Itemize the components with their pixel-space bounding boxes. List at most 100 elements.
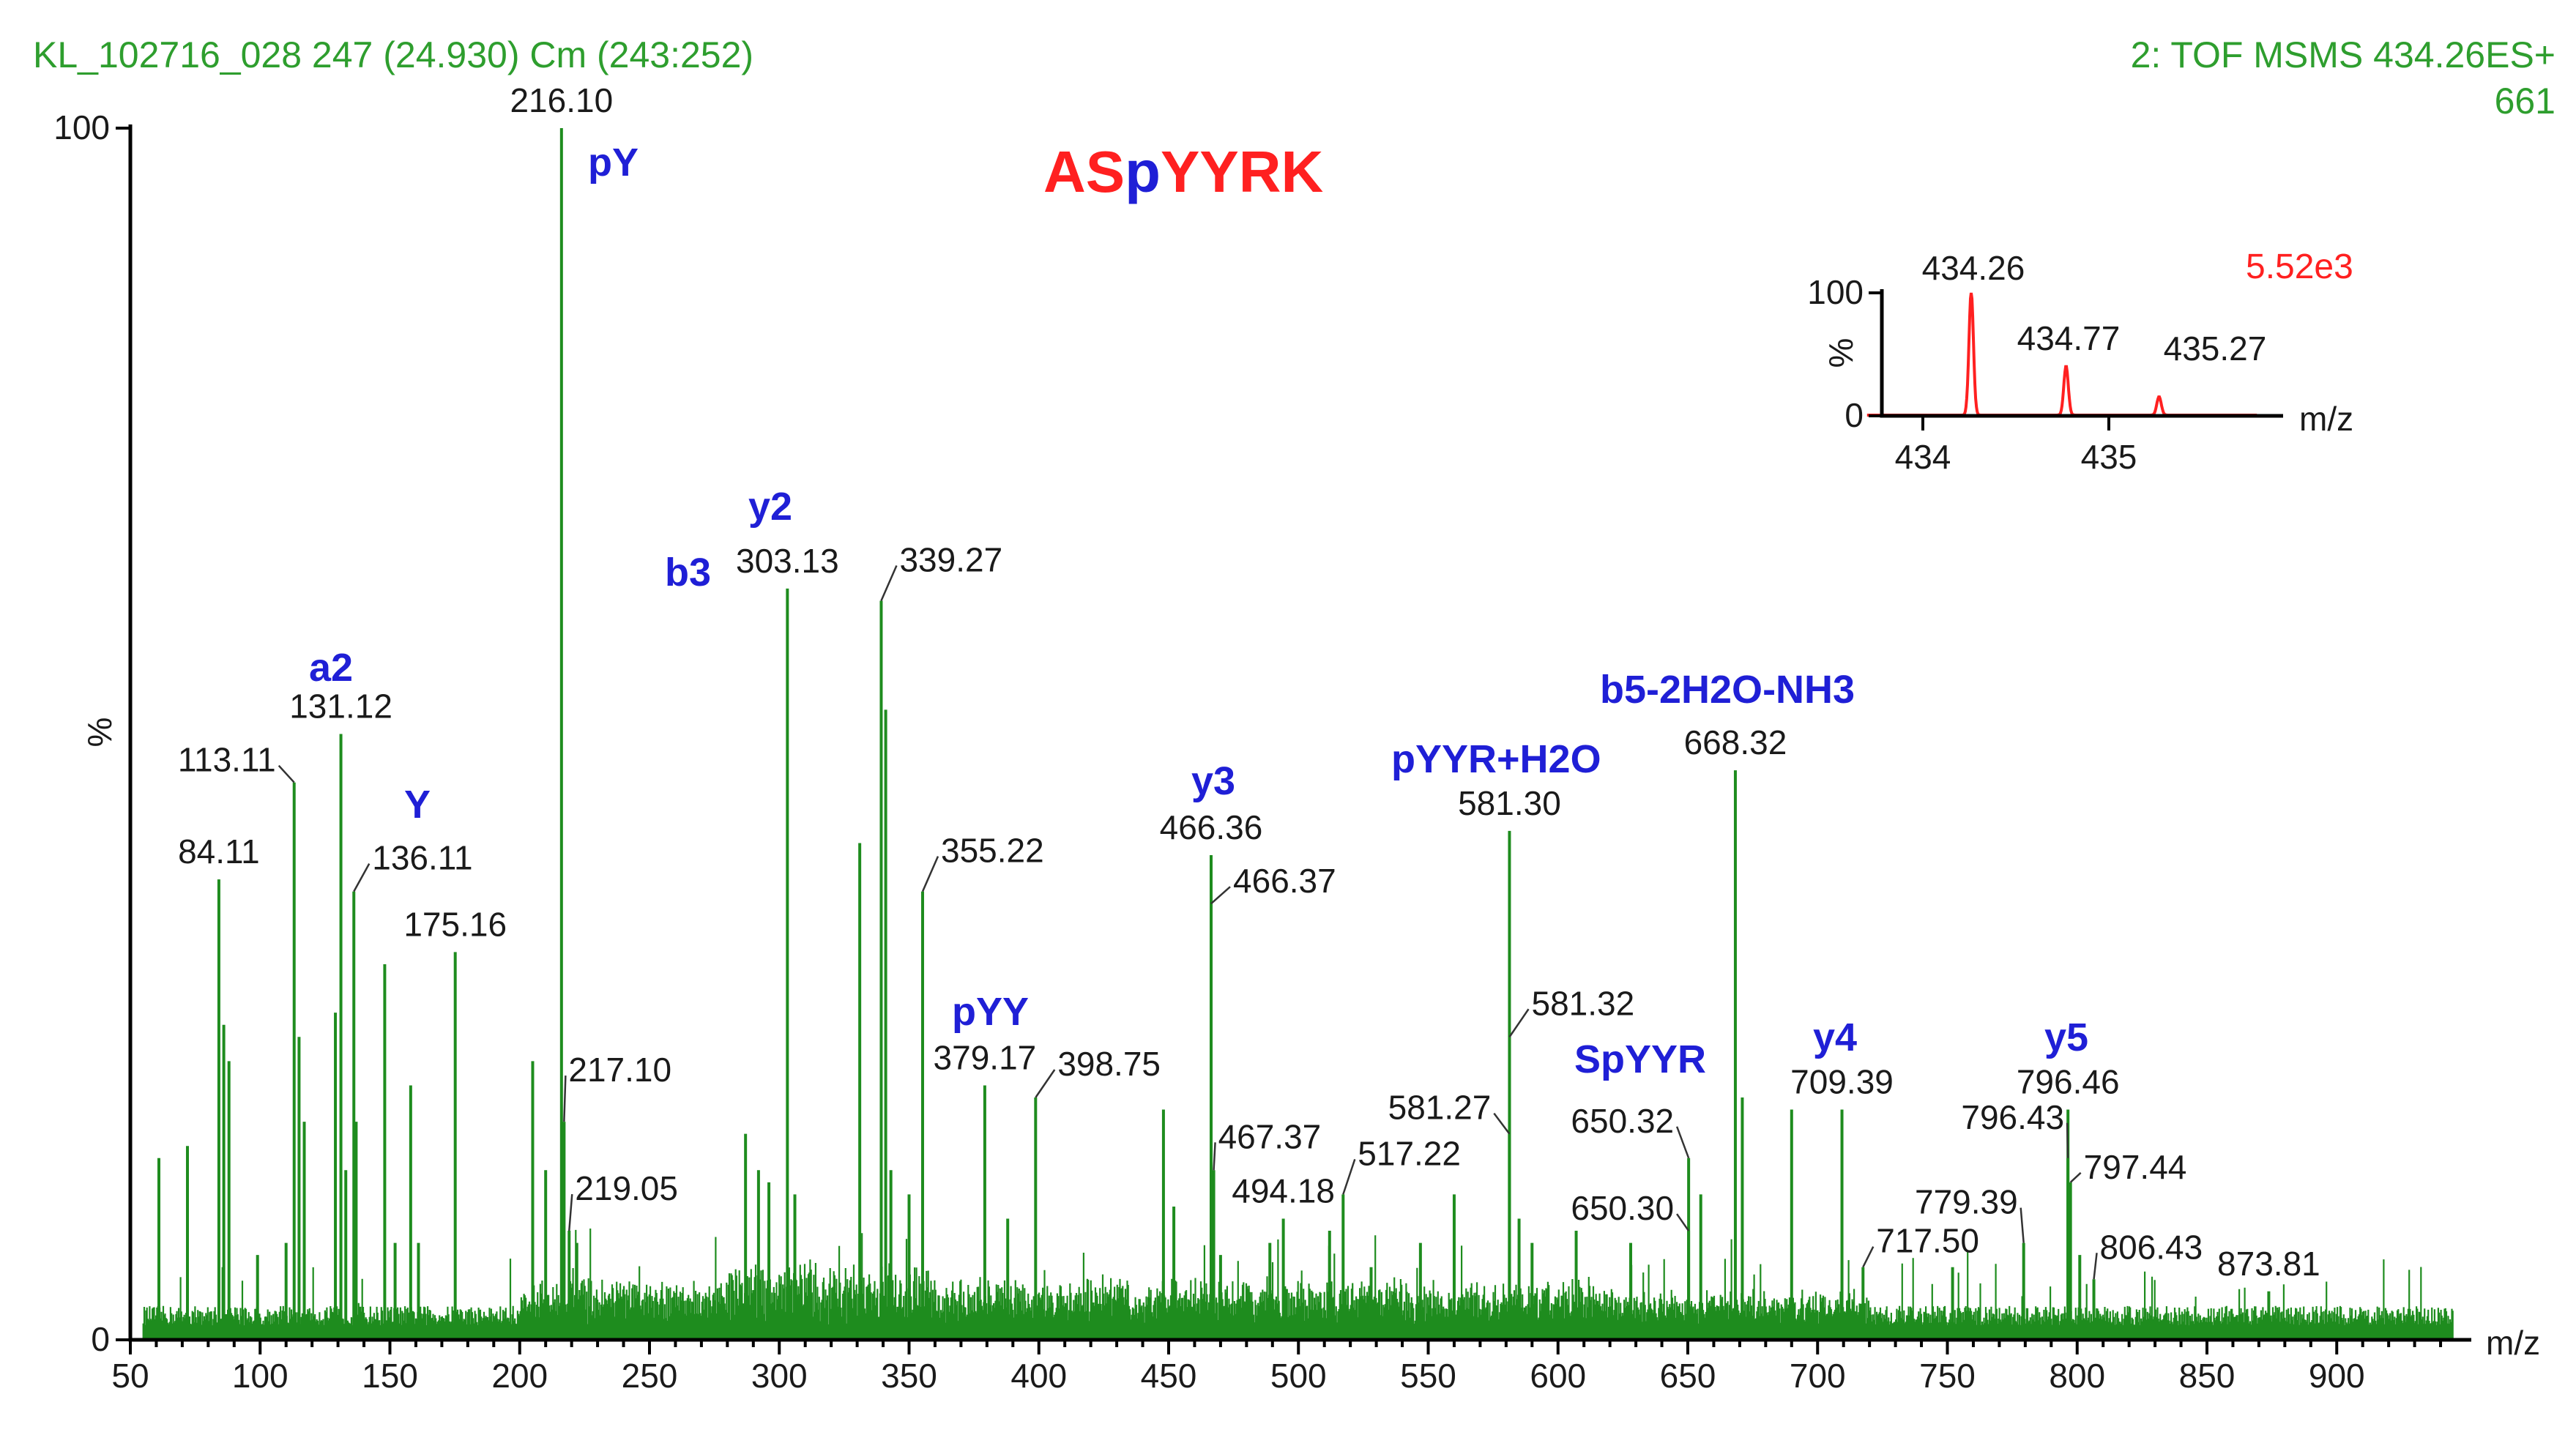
peak-label-779.39: 779.39: [1915, 1183, 2018, 1221]
x-tick-label-200: 200: [491, 1357, 548, 1395]
x-tick-label-50: 50: [111, 1357, 149, 1395]
header-max-intensity: 661: [2495, 81, 2555, 122]
ion-label-SpYYR: SpYYR: [1574, 1037, 1706, 1081]
peak-label-517.22: 517.22: [1358, 1134, 1461, 1172]
peak-label-668.32: 668.32: [1684, 723, 1787, 761]
spectrum-peaks: [157, 128, 2271, 1340]
peak-leader-line: [2020, 1207, 2025, 1243]
peak-label-873.81: 873.81: [2217, 1245, 2320, 1283]
x-tick-label-250: 250: [622, 1357, 678, 1395]
x-tick-label-100: 100: [232, 1357, 289, 1395]
peak-leader-line: [1676, 1213, 1690, 1231]
peak-leader-line: [353, 863, 371, 892]
ion-label-b3: b3: [665, 551, 711, 594]
inset-intensity-label: 5.52e3: [2246, 247, 2353, 286]
x-tick-label-550: 550: [1400, 1357, 1456, 1395]
baseline-noise: [142, 1229, 2454, 1340]
inset-y-tick-100: 100: [1807, 273, 1864, 311]
ion-label-a2: a2: [309, 646, 353, 690]
peptide-part-p: p: [1125, 139, 1161, 204]
header-scan-info: 2: TOF MSMS 434.26ES+: [2131, 34, 2555, 75]
x-tick-label-850: 850: [2179, 1357, 2236, 1395]
x-tick-label-300: 300: [751, 1357, 808, 1395]
inset-peak-label-0: 434.26: [1922, 249, 2025, 287]
peak-label-217.10: 217.10: [568, 1051, 671, 1089]
x-tick-label-400: 400: [1010, 1357, 1067, 1395]
peak-label-797.44: 797.44: [2084, 1148, 2187, 1186]
inset-chart: 100 0 % 434 435 m/z 434.26 434.77 435.27…: [1807, 247, 2353, 476]
ion-label-pYYR-H2O: pYYR+H2O: [1391, 737, 1601, 781]
x-tick-label-600: 600: [1530, 1357, 1586, 1395]
inset-x-tick-434: 434: [1895, 438, 1951, 476]
peak-leader-line: [1213, 1142, 1216, 1171]
peak-label-175.16: 175.16: [403, 905, 507, 943]
peak-label-355.22: 355.22: [941, 832, 1044, 870]
peak-labels: 84.11 113.11 131.12 136.11 175.16 216.10 217.1…: [178, 81, 2320, 1283]
ion-label-pYY: pYY: [952, 990, 1029, 1034]
x-tick-label-500: 500: [1270, 1357, 1327, 1395]
peak-label-398.75: 398.75: [1057, 1045, 1161, 1083]
peak-label-806.43: 806.43: [2100, 1228, 2203, 1266]
peak-label-650.32: 650.32: [1571, 1102, 1674, 1140]
peak-leader-line: [2066, 1122, 2069, 1158]
y-tick-100: 100: [53, 108, 110, 146]
y-axis-label: %: [81, 718, 119, 748]
peak-label-84.11: 84.11: [178, 832, 260, 871]
peak-leader-line: [1508, 1008, 1530, 1037]
inset-x-tick-435: 435: [2081, 438, 2137, 476]
peak-label-466.36: 466.36: [1160, 808, 1263, 846]
ion-label-y4: y4: [1813, 1015, 1857, 1059]
inset-y-tick-0: 0: [1844, 396, 1864, 434]
y-tick-0: 0: [91, 1320, 110, 1358]
inset-x-axis-label: m/z: [2299, 400, 2353, 438]
peptide-part-yyrk: YYRK: [1161, 139, 1323, 204]
ion-label-b5-2H2O-NH3: b5-2H2O-NH3: [1600, 668, 1855, 712]
ion-label-y2: y2: [748, 485, 792, 529]
x-tick-label-700: 700: [1790, 1357, 1846, 1395]
peak-leader-line: [1035, 1069, 1056, 1098]
ion-label-pY: pY: [588, 141, 639, 184]
peak-leader-line: [880, 564, 898, 601]
x-tick-label-750: 750: [1919, 1357, 1976, 1395]
peak-label-796.43: 796.43: [1961, 1098, 2064, 1136]
peak-leader-line: [568, 1193, 573, 1231]
main-x-ticks: 50 100 150 200 250 300 350 400 450 500 550 600 650 70…: [111, 1340, 2443, 1395]
peak-label-339.27: 339.27: [899, 540, 1002, 578]
peak-leader-line: [1493, 1112, 1511, 1135]
peak-label-113.11: 113.11: [178, 741, 276, 779]
header-run-info: KL_102716_028 247 (24.930) Cm (243:252): [33, 34, 753, 75]
x-tick-label-900: 900: [2309, 1357, 2365, 1395]
peak-leader-line: [2093, 1253, 2098, 1280]
peak-label-581.30: 581.30: [1458, 784, 1561, 822]
peak-label-796.46: 796.46: [2017, 1063, 2120, 1101]
x-tick-label-800: 800: [2049, 1357, 2105, 1395]
x-tick-label-450: 450: [1141, 1357, 1197, 1395]
peak-label-494.18: 494.18: [1232, 1172, 1335, 1210]
main-y-ticks: [116, 127, 130, 1341]
peak-leader-line: [1342, 1159, 1356, 1195]
noise-trace: [142, 1229, 2454, 1340]
inset-y-axis-label: %: [1822, 338, 1860, 368]
peak-label-467.37: 467.37: [1218, 1117, 1322, 1155]
inset-peak-label-2: 435.27: [2164, 329, 2267, 368]
peak-label-717.50: 717.50: [1876, 1222, 1979, 1260]
x-tick-label-350: 350: [881, 1357, 937, 1395]
peak-leader-line: [1675, 1126, 1690, 1159]
peak-leader-line: [1210, 886, 1231, 905]
peak-label-709.39: 709.39: [1790, 1063, 1894, 1101]
peak-leader-line: [1862, 1246, 1875, 1268]
peak-label-581.27: 581.27: [1388, 1089, 1492, 1127]
peak-leader-line: [921, 856, 939, 892]
peak-label-136.11: 136.11: [372, 839, 472, 877]
peak-label-219.05: 219.05: [575, 1169, 678, 1207]
peak-leader-line: [563, 1076, 567, 1122]
peak-label-303.13: 303.13: [736, 542, 839, 580]
peptide-sequence: ASpYYRK: [1043, 139, 1324, 204]
peak-label-581.32: 581.32: [1532, 984, 1635, 1022]
inset-peak-label-1: 434.77: [2017, 319, 2121, 357]
x-axis-label: m/z: [2486, 1324, 2540, 1362]
peak-leader-line: [2069, 1171, 2082, 1183]
peak-label-650.30: 650.30: [1571, 1189, 1674, 1227]
x-tick-label-650: 650: [1660, 1357, 1716, 1395]
